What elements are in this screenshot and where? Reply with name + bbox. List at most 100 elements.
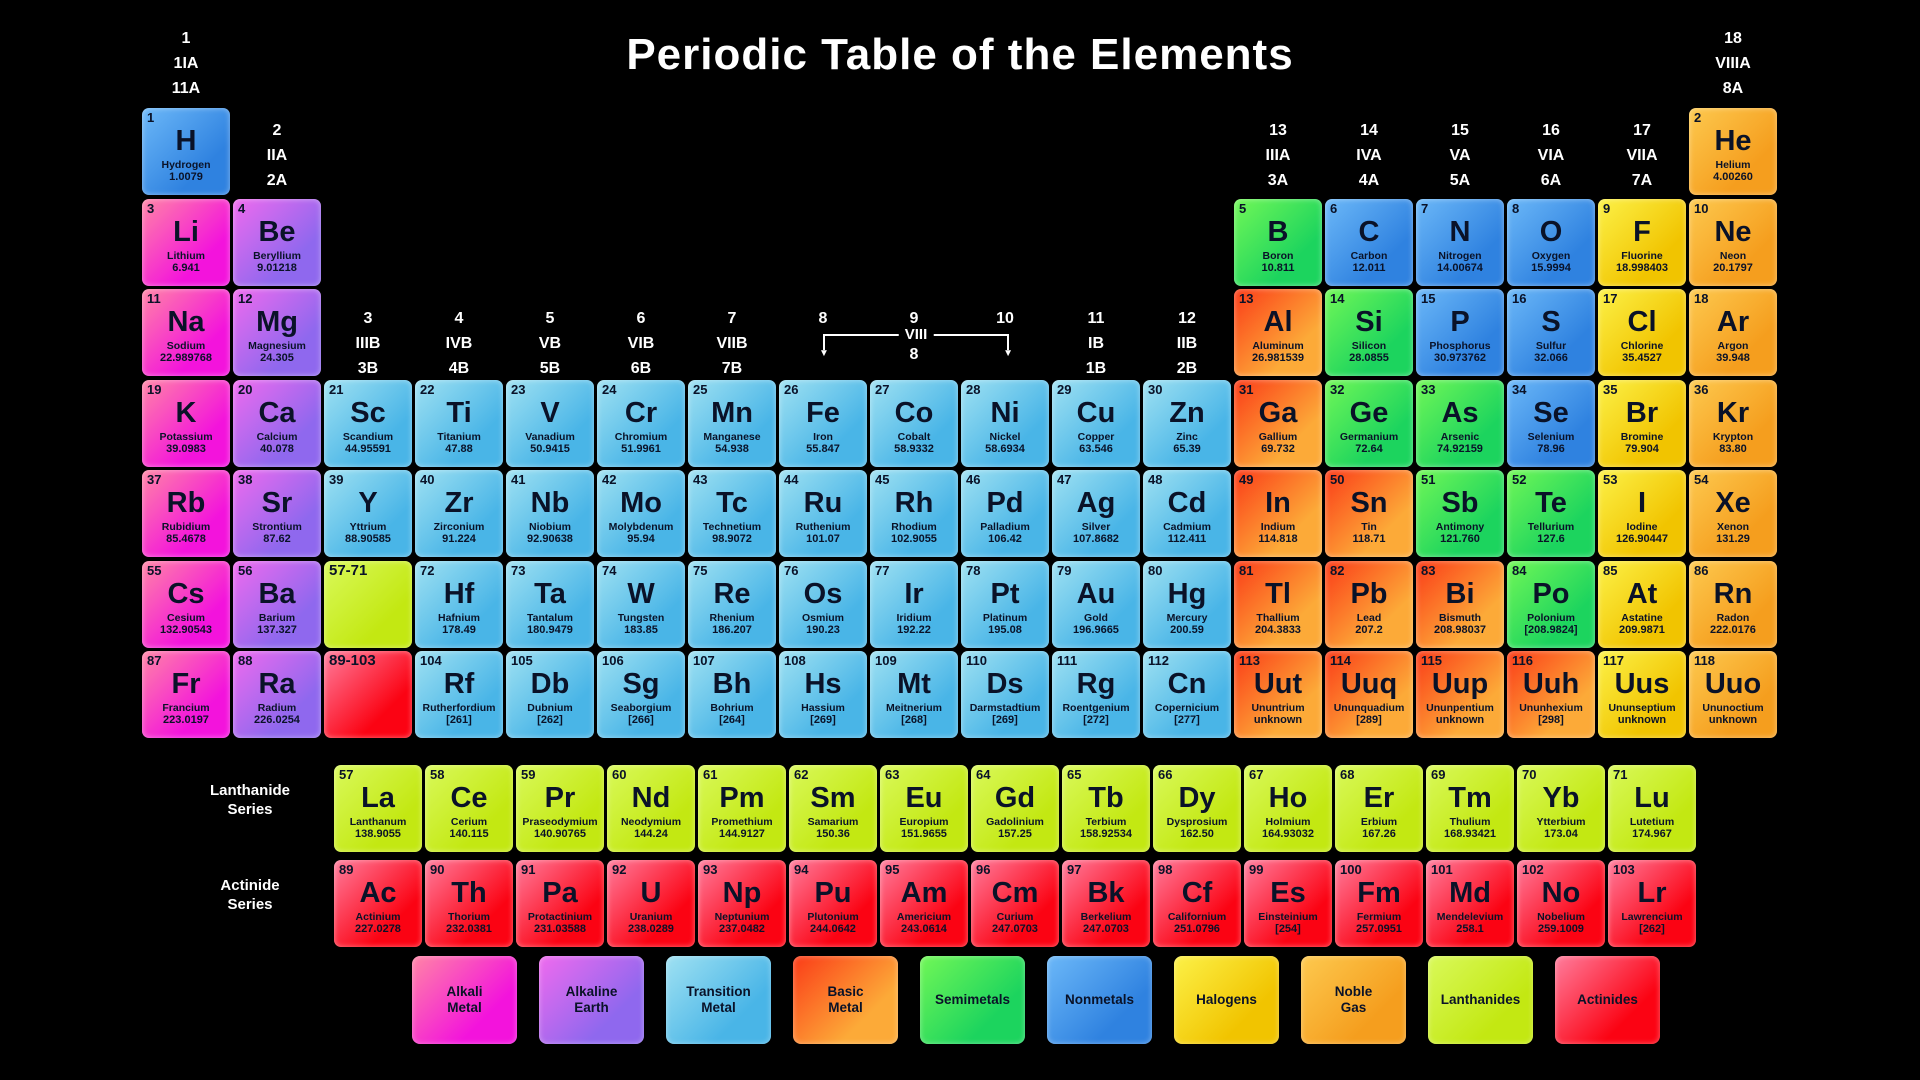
element-cell-Be[interactable]: 4 Be Beryllium 9.01218 (233, 198, 321, 286)
element-cell-Ba[interactable]: 56 Ba Barium 137.327 (233, 560, 321, 648)
element-cell-O[interactable]: 8 O Oxygen 15.9994 (1507, 198, 1595, 286)
element-cell-Mt[interactable]: 109 Mt Meitnerium [268] (870, 651, 958, 738)
element-cell-Ga[interactable]: 31 Ga Gallium 69.732 (1234, 379, 1322, 467)
element-cell-Cn[interactable]: 112 Cn Copernicium [277] (1143, 651, 1231, 738)
element-cell-Cr[interactable]: 24 Cr Chromium 51.9961 (597, 379, 685, 467)
element-cell-Tm[interactable]: 69 Tm Thulium 168.93421 (1426, 765, 1514, 852)
element-cell-Ru[interactable]: 44 Ru Ruthenium 101.07 (779, 470, 867, 557)
element-cell-Pm[interactable]: 61 Pm Promethium 144.9127 (698, 765, 786, 852)
element-cell-Po[interactable]: 84 Po Polonium [208.9824] (1507, 560, 1595, 648)
element-cell-C[interactable]: 6 C Carbon 12.011 (1325, 198, 1413, 286)
element-cell-Uuh[interactable]: 116 Uuh Ununhexium [298] (1507, 651, 1595, 738)
element-cell-As[interactable]: 33 As Arsenic 74.92159 (1416, 379, 1504, 467)
element-cell-U[interactable]: 92 U Uranium 238.0289 (607, 860, 695, 947)
element-cell-Cd[interactable]: 48 Cd Cadmium 112.411 (1143, 470, 1231, 557)
element-cell-Re[interactable]: 75 Re Rhenium 186.207 (688, 560, 776, 648)
element-cell-Gd[interactable]: 64 Gd Gadolinium 157.25 (971, 765, 1059, 852)
element-cell-Pb[interactable]: 82 Pb Lead 207.2 (1325, 560, 1413, 648)
element-cell-Tl[interactable]: 81 Tl Thallium 204.3833 (1234, 560, 1322, 648)
element-cell-Au[interactable]: 79 Au Gold 196.9665 (1052, 560, 1140, 648)
element-cell-Pd[interactable]: 46 Pd Palladium 106.42 (961, 470, 1049, 557)
element-cell-P[interactable]: 15 P Phosphorus 30.973762 (1416, 289, 1504, 376)
element-cell-La[interactable]: 57 La Lanthanum 138.9055 (334, 765, 422, 852)
element-cell-No[interactable]: 102 No Nobelium 259.1009 (1517, 860, 1605, 947)
element-cell-Bk[interactable]: 97 Bk Berkelium 247.0703 (1062, 860, 1150, 947)
element-cell-Pr[interactable]: 59 Pr Praseodymium 140.90765 (516, 765, 604, 852)
element-cell-Cu[interactable]: 29 Cu Copper 63.546 (1052, 379, 1140, 467)
element-cell-F[interactable]: 9 F Fluorine 18.998403 (1598, 198, 1686, 286)
element-cell-Cs[interactable]: 55 Cs Cesium 132.90543 (142, 560, 230, 648)
element-cell-Li[interactable]: 3 Li Lithium 6.941 (142, 198, 230, 286)
element-cell-Mg[interactable]: 12 Mg Magnesium 24.305 (233, 289, 321, 376)
element-cell-Cm[interactable]: 96 Cm Curium 247.0703 (971, 860, 1059, 947)
element-cell-Md[interactable]: 101 Md Mendelevium 258.1 (1426, 860, 1514, 947)
element-cell-Pa[interactable]: 91 Pa Protactinium 231.03588 (516, 860, 604, 947)
element-cell-Np[interactable]: 93 Np Neptunium 237.0482 (698, 860, 786, 947)
element-cell-H[interactable]: 1 H Hydrogen 1.0079 (142, 108, 230, 195)
element-cell-Ge[interactable]: 32 Ge Germanium 72.64 (1325, 379, 1413, 467)
element-cell-Rn[interactable]: 86 Rn Radon 222.0176 (1689, 560, 1777, 648)
element-cell-I[interactable]: 53 I Iodine 126.90447 (1598, 470, 1686, 557)
element-cell-Lr[interactable]: 103 Lr Lawrencium [262] (1608, 860, 1696, 947)
element-cell-Co[interactable]: 27 Co Cobalt 58.9332 (870, 379, 958, 467)
element-cell-Zn[interactable]: 30 Zn Zinc 65.39 (1143, 379, 1231, 467)
element-cell-Ne[interactable]: 10 Ne Neon 20.1797 (1689, 198, 1777, 286)
element-cell-Ra[interactable]: 88 Ra Radium 226.0254 (233, 651, 321, 738)
element-cell-Si[interactable]: 14 Si Silicon 28.0855 (1325, 289, 1413, 376)
element-cell-Er[interactable]: 68 Er Erbium 167.26 (1335, 765, 1423, 852)
element-cell-K[interactable]: 19 K Potassium 39.0983 (142, 379, 230, 467)
element-cell-Rg[interactable]: 111 Rg Roentgenium [272] (1052, 651, 1140, 738)
element-cell-Sn[interactable]: 50 Sn Tin 118.71 (1325, 470, 1413, 557)
element-cell-Fm[interactable]: 100 Fm Fermium 257.0951 (1335, 860, 1423, 947)
element-cell-Ni[interactable]: 28 Ni Nickel 58.6934 (961, 379, 1049, 467)
element-cell-Ac[interactable]: 89 Ac Actinium 227.0278 (334, 860, 422, 947)
element-cell-B[interactable]: 5 B Boron 10.811 (1234, 198, 1322, 286)
element-cell-Th[interactable]: 90 Th Thorium 232.0381 (425, 860, 513, 947)
element-cell-Rf[interactable]: 104 Rf Rutherfordium [261] (415, 651, 503, 738)
element-cell-Ca[interactable]: 20 Ca Calcium 40.078 (233, 379, 321, 467)
element-cell-Ce[interactable]: 58 Ce Cerium 140.115 (425, 765, 513, 852)
element-cell-Ag[interactable]: 47 Ag Silver 107.8682 (1052, 470, 1140, 557)
element-cell-Ho[interactable]: 67 Ho Holmium 164.93032 (1244, 765, 1332, 852)
element-cell-Rb[interactable]: 37 Rb Rubidium 85.4678 (142, 470, 230, 557)
element-cell-Ds[interactable]: 110 Ds Darmstadtium [269] (961, 651, 1049, 738)
element-cell-Hs[interactable]: 108 Hs Hassium [269] (779, 651, 867, 738)
element-cell-Am[interactable]: 95 Am Americium 243.0614 (880, 860, 968, 947)
element-cell-Sb[interactable]: 51 Sb Antimony 121.760 (1416, 470, 1504, 557)
element-cell-Pu[interactable]: 94 Pu Plutonium 244.0642 (789, 860, 877, 947)
element-cell-Mn[interactable]: 25 Mn Manganese 54.938 (688, 379, 776, 467)
element-cell-Nd[interactable]: 60 Nd Neodymium 144.24 (607, 765, 695, 852)
element-cell-Na[interactable]: 11 Na Sodium 22.989768 (142, 289, 230, 376)
element-cell-Xe[interactable]: 54 Xe Xenon 131.29 (1689, 470, 1777, 557)
element-cell-Kr[interactable]: 36 Kr Krypton 83.80 (1689, 379, 1777, 467)
element-cell-Br[interactable]: 35 Br Bromine 79.904 (1598, 379, 1686, 467)
element-cell-V[interactable]: 23 V Vanadium 50.9415 (506, 379, 594, 467)
element-cell-Nb[interactable]: 41 Nb Niobium 92.90638 (506, 470, 594, 557)
element-cell-Tc[interactable]: 43 Tc Technetium 98.9072 (688, 470, 776, 557)
element-cell-Bi[interactable]: 83 Bi Bismuth 208.98037 (1416, 560, 1504, 648)
element-cell-Sc[interactable]: 21 Sc Scandium 44.95591 (324, 379, 412, 467)
element-cell-Bh[interactable]: 107 Bh Bohrium [264] (688, 651, 776, 738)
element-cell-Sr[interactable]: 38 Sr Strontium 87.62 (233, 470, 321, 557)
element-cell-Mo[interactable]: 42 Mo Molybdenum 95.94 (597, 470, 685, 557)
element-cell-Se[interactable]: 34 Se Selenium 78.96 (1507, 379, 1595, 467)
element-cell-Hg[interactable]: 80 Hg Mercury 200.59 (1143, 560, 1231, 648)
element-cell-Es[interactable]: 99 Es Einsteinium [254] (1244, 860, 1332, 947)
element-cell-Pt[interactable]: 78 Pt Platinum 195.08 (961, 560, 1049, 648)
element-cell-Zr[interactable]: 40 Zr Zirconium 91.224 (415, 470, 503, 557)
element-cell-In[interactable]: 49 In Indium 114.818 (1234, 470, 1322, 557)
element-cell-Ti[interactable]: 22 Ti Titanium 47.88 (415, 379, 503, 467)
element-cell-Sg[interactable]: 106 Sg Seaborgium [266] (597, 651, 685, 738)
element-cell-Uus[interactable]: 117 Uus Ununseptium unknown (1598, 651, 1686, 738)
element-cell-Hf[interactable]: 72 Hf Hafnium 178.49 (415, 560, 503, 648)
element-cell-Os[interactable]: 76 Os Osmium 190.23 (779, 560, 867, 648)
element-cell-W[interactable]: 74 W Tungsten 183.85 (597, 560, 685, 648)
element-cell-He[interactable]: 2 He Helium 4.00260 (1689, 108, 1777, 195)
element-cell-Y[interactable]: 39 Y Yttrium 88.90585 (324, 470, 412, 557)
element-cell-Uuo[interactable]: 118 Uuo Ununoctium unknown (1689, 651, 1777, 738)
element-cell-Fe[interactable]: 26 Fe Iron 55.847 (779, 379, 867, 467)
element-cell-Db[interactable]: 105 Db Dubnium [262] (506, 651, 594, 738)
element-cell-Lu[interactable]: 71 Lu Lutetium 174.967 (1608, 765, 1696, 852)
element-cell-Cf[interactable]: 98 Cf Californium 251.0796 (1153, 860, 1241, 947)
element-cell-Al[interactable]: 13 Al Aluminum 26.981539 (1234, 289, 1322, 376)
